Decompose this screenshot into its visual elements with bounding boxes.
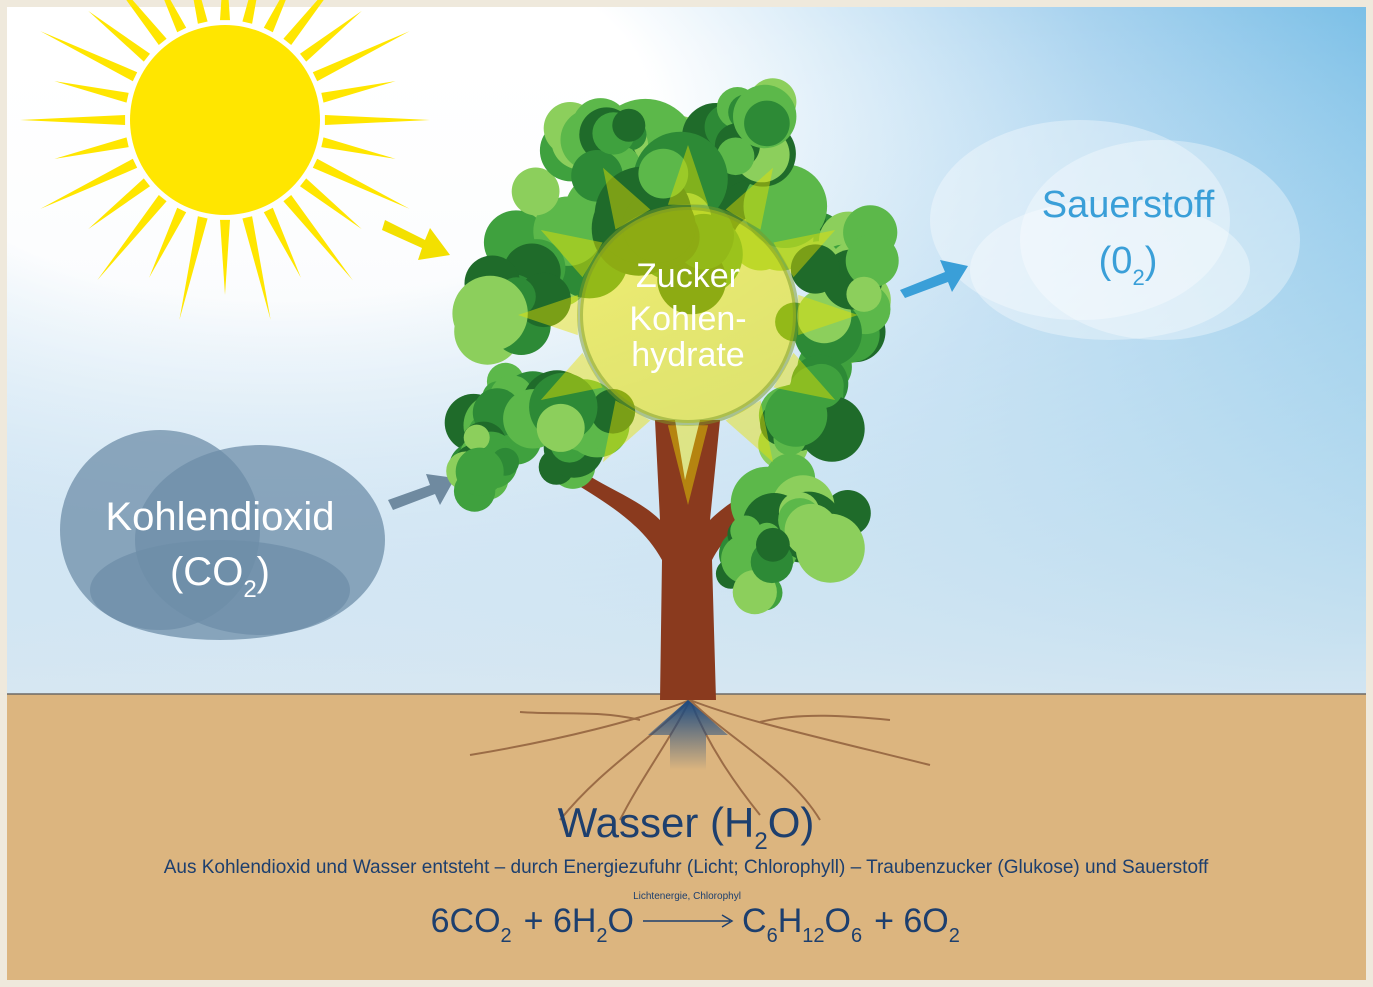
leaf-clump (452, 276, 527, 351)
sun-disc (130, 25, 320, 215)
formula-part: (CO (170, 550, 243, 594)
leaf-clump (464, 425, 490, 451)
subscript: 2 (596, 925, 607, 947)
leaf-clump (846, 277, 881, 312)
formula-part: (0 (1099, 240, 1133, 282)
caption: Aus Kohlendioxid und Wasser entsteht – d… (164, 857, 1209, 878)
formula-part: H (778, 902, 803, 940)
sugar-line: Kohlen- (629, 300, 746, 338)
leaf-clump (730, 516, 761, 547)
subscript: 2 (501, 925, 512, 947)
leaf-clump (756, 528, 790, 562)
leaf-clump (744, 101, 790, 147)
sugar-line: hydrate (631, 336, 744, 374)
leaf-clump (612, 109, 645, 142)
formula-part: ) (257, 550, 270, 594)
formula-part: 6CO (431, 902, 501, 940)
subscript: 2 (754, 828, 767, 855)
subscript: 6 (851, 925, 862, 947)
leaf-clump (537, 404, 585, 452)
co2-label: Kohlendioxid (105, 495, 334, 539)
formula-part: + 6H (524, 902, 597, 940)
sun-ray (220, 0, 230, 20)
formula-part: ) (1145, 240, 1158, 282)
subscript: 12 (802, 925, 824, 947)
arrow-label: Lichtenergie, Chlorophyl (633, 891, 741, 902)
subscript: 2 (243, 576, 256, 603)
formula-part: O (825, 902, 851, 940)
oxygen-label: Sauerstoff (1042, 184, 1215, 226)
leaf-clump (456, 448, 504, 496)
formula-part: + 6O (874, 902, 949, 940)
formula-part: O) (768, 799, 815, 846)
formula-part: C (742, 902, 767, 940)
subscript: 6 (767, 925, 778, 947)
formula-part: O (608, 902, 634, 940)
formula-part: Wasser (H (558, 799, 755, 846)
diagram: Sauerstoff (02) Zucker Kohlen- hydrate K… (0, 0, 1373, 987)
leaf-clump (785, 504, 838, 557)
subscript: 2 (949, 925, 960, 947)
sugar-line: Zucker (636, 257, 740, 295)
subscript: 2 (1132, 265, 1144, 290)
